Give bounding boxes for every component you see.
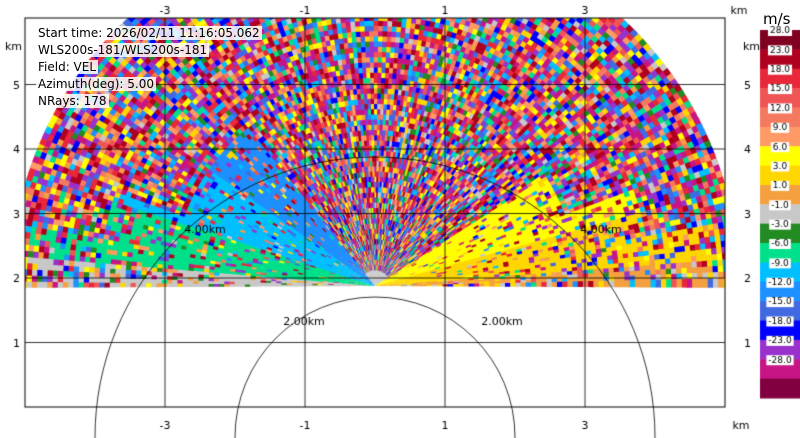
field-label: Field: VEL [36, 60, 99, 74]
nrays-label: NRays: 178 [36, 94, 109, 108]
instrument-label: WLS200s-181/WLS200s-181 [36, 43, 210, 57]
azimuth-label: Azimuth(deg): 5.00 [36, 77, 157, 91]
colorbar-unit: m/s [763, 10, 791, 28]
start-time-label: Start time: 2026/02/11 11:16:05.062 [36, 26, 262, 40]
